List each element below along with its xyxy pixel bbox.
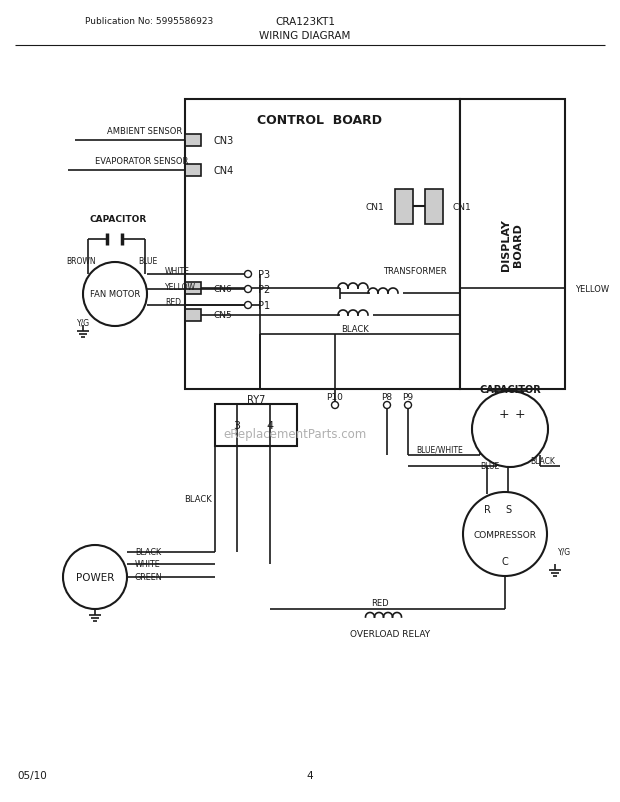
Text: Publication No: 5995586923: Publication No: 5995586923 <box>85 18 213 26</box>
Text: RED: RED <box>371 599 389 608</box>
Text: CN4: CN4 <box>214 166 234 176</box>
Text: CN5: CN5 <box>213 311 232 320</box>
Text: R: R <box>484 504 490 514</box>
Bar <box>185 135 201 147</box>
Text: CONTROL  BOARD: CONTROL BOARD <box>257 113 383 127</box>
Text: POWER: POWER <box>76 573 114 582</box>
Text: +: + <box>498 408 509 421</box>
Text: P9: P9 <box>402 393 414 402</box>
Circle shape <box>384 402 391 409</box>
Text: BLUE: BLUE <box>138 257 157 266</box>
Text: 3: 3 <box>234 420 241 431</box>
Text: CN1: CN1 <box>453 202 472 211</box>
Circle shape <box>472 391 548 468</box>
Text: CN3: CN3 <box>214 136 234 146</box>
Circle shape <box>63 545 127 610</box>
Text: P1: P1 <box>258 301 270 310</box>
Text: BLACK: BLACK <box>184 495 212 504</box>
Circle shape <box>244 302 252 309</box>
Text: P8: P8 <box>381 393 392 402</box>
Text: RY7: RY7 <box>247 395 265 404</box>
Text: S: S <box>505 504 511 514</box>
Text: CAPACITOR: CAPACITOR <box>479 384 541 395</box>
Text: AMBIENT SENSOR: AMBIENT SENSOR <box>107 128 183 136</box>
Text: EVAPORATOR SENSOR: EVAPORATOR SENSOR <box>95 157 188 166</box>
Text: YELLOW: YELLOW <box>575 284 609 294</box>
Bar <box>425 190 443 225</box>
Text: eReplacementParts.com: eReplacementParts.com <box>223 428 366 441</box>
Text: CN1: CN1 <box>365 202 384 211</box>
Text: Y/G: Y/G <box>77 318 90 327</box>
Text: WIRING DIAGRAM: WIRING DIAGRAM <box>259 31 351 41</box>
Text: 4: 4 <box>307 770 313 780</box>
Text: P10: P10 <box>327 393 343 402</box>
Bar <box>185 100 460 390</box>
Text: GREEN: GREEN <box>134 573 162 581</box>
Bar <box>215 404 297 447</box>
Text: BLACK: BLACK <box>135 548 161 557</box>
Text: WHITE: WHITE <box>135 560 161 569</box>
Text: P2: P2 <box>258 285 270 294</box>
Text: 4: 4 <box>267 420 273 431</box>
Circle shape <box>244 286 252 294</box>
Text: BLUE: BLUE <box>480 462 500 471</box>
Text: COMPRESSOR: COMPRESSOR <box>474 530 536 539</box>
Text: C: C <box>502 557 508 566</box>
Text: CN6: CN6 <box>213 284 232 294</box>
Text: BLACK: BLACK <box>341 325 369 334</box>
Bar <box>185 282 201 294</box>
Text: TRANSFORMER: TRANSFORMER <box>383 267 447 276</box>
Bar <box>460 100 565 390</box>
Circle shape <box>404 402 412 409</box>
Circle shape <box>463 492 547 577</box>
Text: +: + <box>515 408 525 421</box>
Bar <box>395 190 413 225</box>
Text: WHITE: WHITE <box>165 267 190 276</box>
Text: BLUE/WHITE: BLUE/WHITE <box>417 445 463 454</box>
Text: 05/10: 05/10 <box>17 770 47 780</box>
Text: YELLOW: YELLOW <box>165 283 196 292</box>
Circle shape <box>83 263 147 326</box>
Text: FAN MOTOR: FAN MOTOR <box>90 290 140 299</box>
Text: CAPACITOR: CAPACITOR <box>89 215 146 225</box>
Circle shape <box>244 271 252 278</box>
Bar <box>185 310 201 322</box>
Text: CRA123KT1: CRA123KT1 <box>275 17 335 27</box>
Text: RED: RED <box>165 298 181 307</box>
Circle shape <box>332 402 339 409</box>
Text: BROWN: BROWN <box>66 257 96 266</box>
Text: OVERLOAD RELAY: OVERLOAD RELAY <box>350 630 430 638</box>
Text: Y/G: Y/G <box>558 547 571 556</box>
Text: P3: P3 <box>258 269 270 280</box>
Text: DISPLAY
BOARD: DISPLAY BOARD <box>501 219 523 270</box>
Text: BLACK: BLACK <box>531 457 556 466</box>
Bar <box>185 164 201 176</box>
